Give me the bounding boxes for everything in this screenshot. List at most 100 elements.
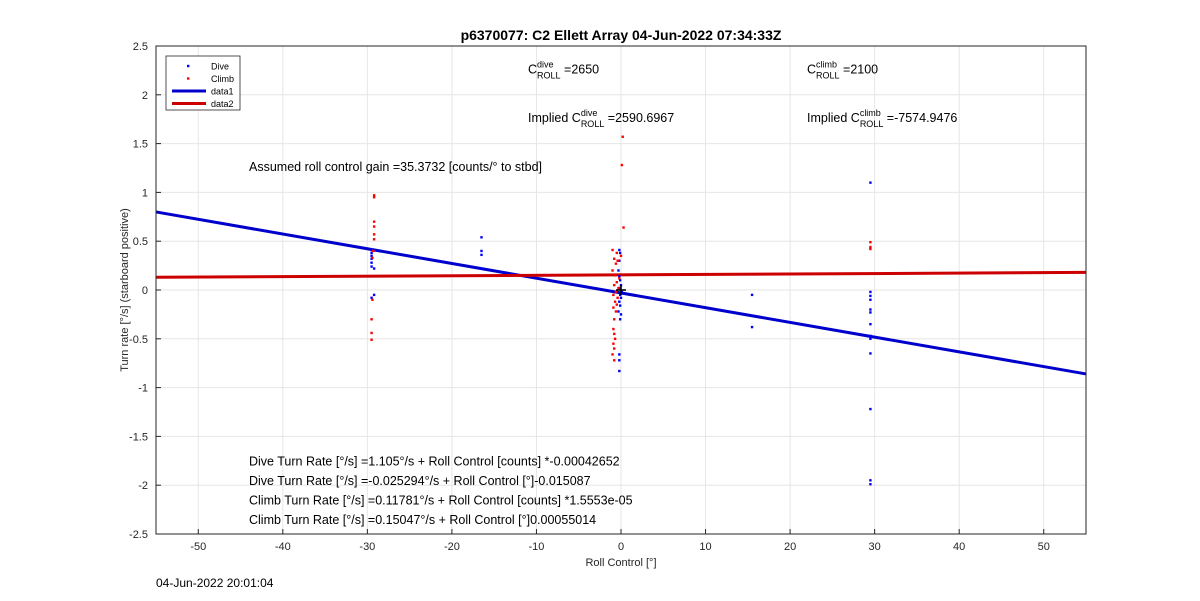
point-climb — [614, 262, 618, 265]
point-dive — [370, 248, 373, 252]
point-dive — [869, 311, 872, 314]
point-climb — [611, 269, 614, 272]
point-climb — [616, 259, 619, 262]
point-dive — [372, 267, 376, 270]
y-axis-ticks: -2.5 -2 -1.5 -1 -0.5 0 0.5 1 1.5 2 2.5 — [129, 41, 161, 541]
point-climb — [869, 245, 872, 249]
point-climb — [370, 318, 373, 321]
point-dive — [618, 359, 621, 362]
point-dive — [618, 369, 621, 373]
timestamp-label: 04-Jun-2022 20:01:04 — [156, 576, 274, 590]
point-climb — [613, 274, 617, 277]
point-dive — [618, 251, 622, 255]
x-axis-label: Roll Control [°] — [585, 557, 656, 569]
annotation-implied-dive: Implied Cdive ROLL =2590.6967 — [528, 108, 674, 129]
point-dive — [618, 300, 621, 303]
annotation-implied-climb: Implied Cclimb ROLL =-7574.9476 — [807, 108, 957, 129]
point-dive — [618, 353, 621, 356]
chart-title: p6370077: C2 Ellett Array 04-Jun-2022 07… — [461, 27, 782, 43]
y-tick-label: 0.5 — [133, 236, 148, 248]
point-dive — [619, 313, 623, 316]
point-dive — [618, 279, 622, 282]
annotation-prefix: Implied — [807, 111, 851, 125]
point-dive — [618, 304, 622, 307]
point-dive — [618, 248, 621, 252]
point-climb — [372, 249, 375, 253]
legend-marker-dive — [187, 64, 190, 68]
point-climb — [371, 298, 374, 301]
x-tick-label: 10 — [699, 541, 711, 553]
annotations: Cdive ROLL =2650 Cclimb ROLL =2100 Implied C… — [249, 59, 957, 527]
legend-box — [165, 55, 241, 111]
point-climb — [620, 163, 624, 167]
point-climb — [613, 283, 616, 287]
series-line-data2 — [155, 270, 1087, 279]
point-dive — [869, 479, 872, 482]
x-tick-label: -10 — [529, 541, 545, 553]
x-tick-label: -40 — [275, 541, 291, 553]
point-climb — [611, 353, 614, 356]
point-climb — [615, 280, 618, 284]
point-dive — [750, 293, 754, 297]
point-climb — [371, 256, 374, 259]
y-tick-label: 2.5 — [133, 41, 148, 53]
point-climb — [614, 310, 618, 313]
y-tick-label: -0.5 — [129, 334, 148, 346]
x-tick-label: 30 — [869, 541, 881, 553]
point-climb — [372, 194, 376, 197]
legend-label-data1: data1 — [211, 87, 234, 97]
y-tick-label: 1 — [142, 187, 148, 199]
point-climb — [621, 135, 624, 138]
annotation-fit3: Climb Turn Rate [°/s] =0.11781°/s + Roll… — [249, 494, 633, 508]
legend-label-dive: Dive — [211, 62, 229, 72]
point-climb — [615, 303, 618, 306]
annotation-fit4: Climb Turn Rate [°/s] =0.15047°/s + Roll… — [249, 513, 596, 527]
point-climb — [370, 331, 373, 335]
x-tick-label: -20 — [444, 541, 460, 553]
y-tick-label: -1.5 — [129, 431, 148, 443]
x-tick-label: 20 — [784, 541, 796, 553]
point-dive — [869, 334, 872, 338]
y-tick-label: -2 — [138, 480, 148, 492]
point-climb — [372, 238, 376, 241]
point-climb — [615, 251, 618, 255]
point-dive — [869, 298, 872, 301]
point-dive — [617, 310, 620, 313]
annotation-gain: Assumed roll control gain =35.3732 [coun… — [249, 160, 542, 174]
point-dive — [869, 407, 872, 411]
point-dive — [869, 294, 872, 298]
point-climb — [616, 296, 619, 300]
point-dive — [370, 251, 373, 255]
point-dive — [869, 337, 872, 340]
point-dive — [618, 293, 622, 297]
annotation-cclimb: Cclimb ROLL =2100 — [807, 59, 878, 80]
point-climb — [372, 233, 376, 236]
point-dive — [480, 267, 483, 270]
point-climb — [612, 306, 615, 309]
point-climb — [618, 277, 621, 280]
annotation-fit2: Dive Turn Rate [°/s] =-0.025294°/s + Rol… — [249, 474, 591, 488]
legend-label-data2: data2 — [211, 99, 234, 109]
legend: Dive Climb data1 data2 — [165, 55, 241, 111]
annotation-cdive: Cdive ROLL =2650 — [528, 59, 599, 80]
point-climb — [617, 286, 620, 290]
point-climb — [612, 293, 615, 297]
legend-label-climb: Climb — [211, 74, 234, 84]
point-dive — [617, 269, 620, 272]
annotation-fit1: Dive Turn Rate [°/s] =1.105°/s + Roll Co… — [249, 455, 620, 469]
x-tick-label: -50 — [190, 541, 206, 553]
point-dive — [869, 181, 872, 184]
x-tick-label: 40 — [953, 541, 965, 553]
point-dive — [750, 325, 754, 329]
y-tick-label: -1 — [138, 383, 148, 395]
legend-marker-climb — [187, 77, 190, 80]
y-tick-label: 2 — [142, 90, 148, 102]
point-climb — [869, 240, 872, 244]
point-dive — [370, 254, 373, 258]
point-dive — [618, 318, 622, 321]
point-climb — [613, 359, 616, 362]
data-points — [370, 135, 872, 486]
point-dive — [869, 308, 872, 311]
point-dive — [869, 483, 872, 486]
point-climb — [612, 342, 615, 345]
